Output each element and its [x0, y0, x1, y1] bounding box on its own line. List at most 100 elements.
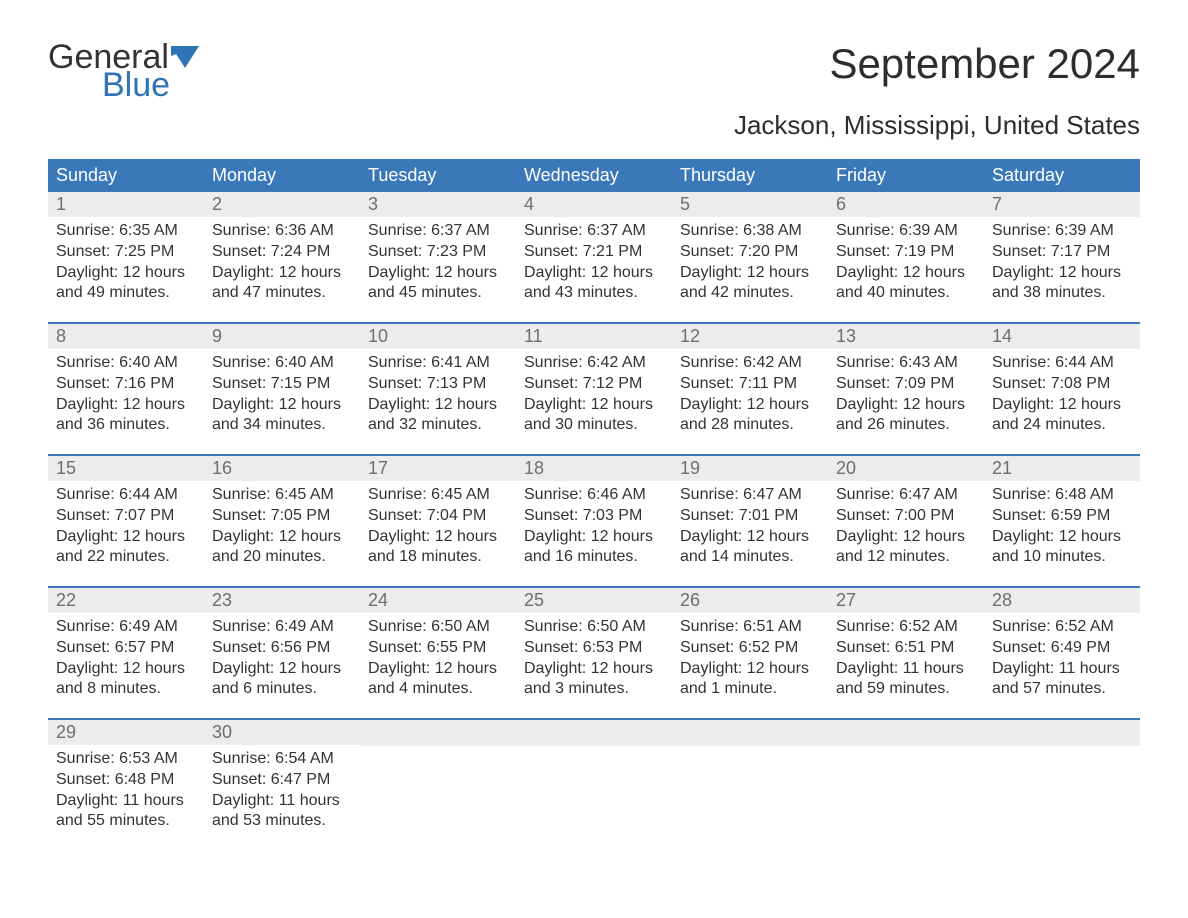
day-line-sunset: Sunset: 7:23 PM [368, 242, 508, 263]
day-line-dl1: Daylight: 12 hours [524, 263, 664, 284]
day-line-sunset: Sunset: 7:21 PM [524, 242, 664, 263]
day-cell: 19Sunrise: 6:47 AMSunset: 7:01 PMDayligh… [672, 456, 828, 586]
day-body: Sunrise: 6:36 AMSunset: 7:24 PMDaylight:… [204, 217, 360, 304]
location-subtitle: Jackson, Mississippi, United States [48, 110, 1140, 141]
day-cell: 3Sunrise: 6:37 AMSunset: 7:23 PMDaylight… [360, 192, 516, 322]
day-line-sunrise: Sunrise: 6:40 AM [56, 353, 196, 374]
day-body: Sunrise: 6:47 AMSunset: 7:00 PMDaylight:… [828, 481, 984, 568]
day-cell: 15Sunrise: 6:44 AMSunset: 7:07 PMDayligh… [48, 456, 204, 586]
day-line-sunrise: Sunrise: 6:47 AM [836, 485, 976, 506]
day-line-sunrise: Sunrise: 6:36 AM [212, 221, 352, 242]
empty-day-bar [516, 720, 672, 746]
day-number: 29 [48, 720, 204, 745]
day-body: Sunrise: 6:49 AMSunset: 6:56 PMDaylight:… [204, 613, 360, 700]
day-cell: 25Sunrise: 6:50 AMSunset: 6:53 PMDayligh… [516, 588, 672, 718]
day-cell: 27Sunrise: 6:52 AMSunset: 6:51 PMDayligh… [828, 588, 984, 718]
day-body: Sunrise: 6:35 AMSunset: 7:25 PMDaylight:… [48, 217, 204, 304]
day-line-sunrise: Sunrise: 6:44 AM [992, 353, 1132, 374]
day-body: Sunrise: 6:40 AMSunset: 7:15 PMDaylight:… [204, 349, 360, 436]
day-line-sunset: Sunset: 6:49 PM [992, 638, 1132, 659]
weeks-container: 1Sunrise: 6:35 AMSunset: 7:25 PMDaylight… [48, 192, 1140, 850]
empty-day-bar [984, 720, 1140, 746]
day-number: 22 [48, 588, 204, 613]
day-number: 30 [204, 720, 360, 745]
page-title: September 2024 [829, 40, 1140, 88]
day-line-sunrise: Sunrise: 6:53 AM [56, 749, 196, 770]
day-line-sunrise: Sunrise: 6:35 AM [56, 221, 196, 242]
day-line-sunset: Sunset: 7:09 PM [836, 374, 976, 395]
header-row: General Blue September 2024 [48, 40, 1140, 102]
day-line-dl1: Daylight: 12 hours [56, 395, 196, 416]
day-body: Sunrise: 6:50 AMSunset: 6:55 PMDaylight:… [360, 613, 516, 700]
day-line-sunrise: Sunrise: 6:41 AM [368, 353, 508, 374]
day-header: Thursday [672, 159, 828, 192]
day-number: 9 [204, 324, 360, 349]
day-line-sunrise: Sunrise: 6:44 AM [56, 485, 196, 506]
day-line-dl2: and 4 minutes. [368, 679, 508, 700]
day-line-dl1: Daylight: 12 hours [212, 659, 352, 680]
day-body: Sunrise: 6:42 AMSunset: 7:11 PMDaylight:… [672, 349, 828, 436]
day-line-dl2: and 6 minutes. [212, 679, 352, 700]
day-line-dl2: and 43 minutes. [524, 283, 664, 304]
day-line-dl1: Daylight: 12 hours [212, 527, 352, 548]
day-line-dl1: Daylight: 12 hours [524, 527, 664, 548]
day-line-sunset: Sunset: 7:13 PM [368, 374, 508, 395]
day-cell: 22Sunrise: 6:49 AMSunset: 6:57 PMDayligh… [48, 588, 204, 718]
day-line-dl2: and 24 minutes. [992, 415, 1132, 436]
day-line-dl2: and 20 minutes. [212, 547, 352, 568]
day-line-sunrise: Sunrise: 6:39 AM [992, 221, 1132, 242]
day-line-sunset: Sunset: 7:19 PM [836, 242, 976, 263]
day-cell: 4 Sunrise: 6:37 AMSunset: 7:21 PMDaylight… [516, 192, 672, 322]
day-line-sunset: Sunset: 6:56 PM [212, 638, 352, 659]
day-line-dl2: and 26 minutes. [836, 415, 976, 436]
day-cell: 11Sunrise: 6:42 AMSunset: 7:12 PMDayligh… [516, 324, 672, 454]
day-line-dl1: Daylight: 12 hours [212, 395, 352, 416]
day-number: 5 [672, 192, 828, 217]
day-number: 16 [204, 456, 360, 481]
day-line-dl2: and 36 minutes. [56, 415, 196, 436]
day-body: Sunrise: 6:41 AMSunset: 7:13 PMDaylight:… [360, 349, 516, 436]
day-line-dl2: and 55 minutes. [56, 811, 196, 832]
day-cell: 6Sunrise: 6:39 AMSunset: 7:19 PMDaylight… [828, 192, 984, 322]
day-line-dl1: Daylight: 11 hours [56, 791, 196, 812]
day-body: Sunrise: 6:54 AMSunset: 6:47 PMDaylight:… [204, 745, 360, 832]
day-number: 17 [360, 456, 516, 481]
day-line-dl2: and 38 minutes. [992, 283, 1132, 304]
day-line-dl1: Daylight: 12 hours [368, 527, 508, 548]
day-number: 19 [672, 456, 828, 481]
day-header: Tuesday [360, 159, 516, 192]
day-number: 4 [516, 192, 672, 217]
day-line-sunset: Sunset: 6:47 PM [212, 770, 352, 791]
day-line-dl2: and 14 minutes. [680, 547, 820, 568]
day-line-dl2: and 57 minutes. [992, 679, 1132, 700]
day-line-sunset: Sunset: 7:04 PM [368, 506, 508, 527]
day-line-dl2: and 22 minutes. [56, 547, 196, 568]
day-cell: 5Sunrise: 6:38 AMSunset: 7:20 PMDaylight… [672, 192, 828, 322]
day-line-dl1: Daylight: 12 hours [836, 527, 976, 548]
day-line-sunrise: Sunrise: 6:39 AM [836, 221, 976, 242]
week-row: 8Sunrise: 6:40 AMSunset: 7:16 PMDaylight… [48, 322, 1140, 454]
day-line-sunset: Sunset: 7:24 PM [212, 242, 352, 263]
day-header: Monday [204, 159, 360, 192]
day-cell: 7Sunrise: 6:39 AMSunset: 7:17 PMDaylight… [984, 192, 1140, 322]
day-number: 20 [828, 456, 984, 481]
day-body: Sunrise: 6:42 AMSunset: 7:12 PMDaylight:… [516, 349, 672, 436]
day-line-sunrise: Sunrise: 6:51 AM [680, 617, 820, 638]
day-number: 27 [828, 588, 984, 613]
day-body: Sunrise: 6:53 AMSunset: 6:48 PMDaylight:… [48, 745, 204, 832]
day-cell: 21Sunrise: 6:48 AMSunset: 6:59 PMDayligh… [984, 456, 1140, 586]
day-line-sunrise: Sunrise: 6:37 AM [524, 221, 664, 242]
day-body: Sunrise: 6:45 AMSunset: 7:05 PMDaylight:… [204, 481, 360, 568]
day-number: 11 [516, 324, 672, 349]
day-line-sunrise: Sunrise: 6:47 AM [680, 485, 820, 506]
day-line-dl2: and 42 minutes. [680, 283, 820, 304]
day-line-dl1: Daylight: 12 hours [992, 395, 1132, 416]
day-body: Sunrise: 6:48 AMSunset: 6:59 PMDaylight:… [984, 481, 1140, 568]
day-number: 3 [360, 192, 516, 217]
day-cell: 1Sunrise: 6:35 AMSunset: 7:25 PMDaylight… [48, 192, 204, 322]
day-line-sunrise: Sunrise: 6:40 AM [212, 353, 352, 374]
day-header: Sunday [48, 159, 204, 192]
day-body: Sunrise: 6:47 AMSunset: 7:01 PMDaylight:… [672, 481, 828, 568]
day-cell: 9Sunrise: 6:40 AMSunset: 7:15 PMDaylight… [204, 324, 360, 454]
day-line-dl2: and 30 minutes. [524, 415, 664, 436]
